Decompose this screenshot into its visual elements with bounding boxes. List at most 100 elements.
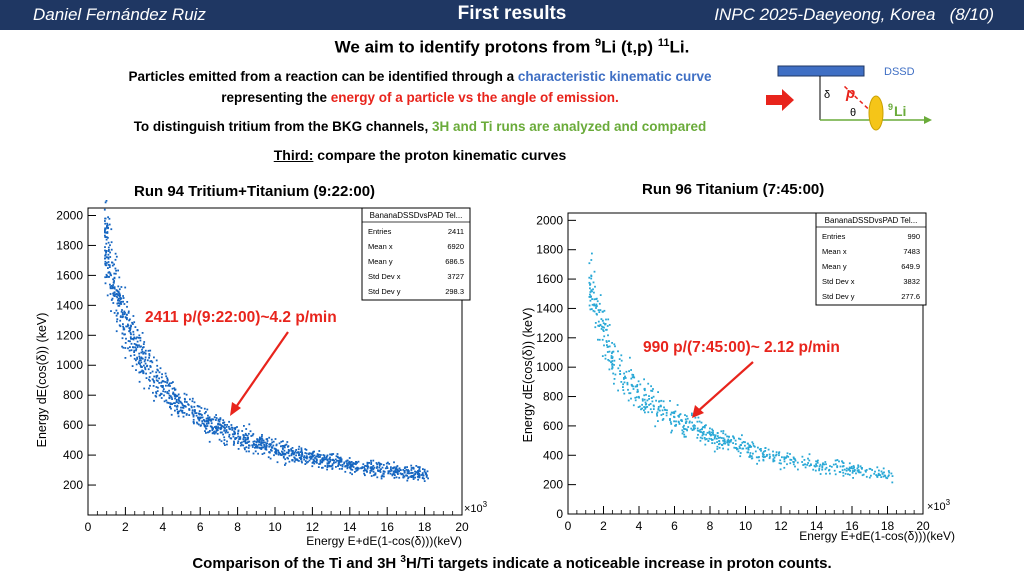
scatter-point <box>613 378 616 380</box>
scatter-point <box>126 325 129 328</box>
scatter-point <box>422 468 424 470</box>
scatter-point <box>372 468 375 471</box>
scatter-point <box>810 463 812 466</box>
scatter-point <box>118 276 121 279</box>
scatter-point <box>850 465 853 468</box>
y-tick-label: 2000 <box>536 213 563 227</box>
x-tick-label: 0 <box>85 520 92 534</box>
run94-title: Run 94 Tritium+Titanium (9:22:00) <box>134 183 376 200</box>
y-tick-label: 0 <box>556 507 563 521</box>
scatter-point <box>120 303 123 305</box>
scatter-point <box>155 371 158 374</box>
scatter-point <box>338 468 341 470</box>
scatter-point <box>270 438 273 441</box>
scatter-point <box>261 453 264 455</box>
scatter-point <box>688 420 691 423</box>
scatter-point <box>190 405 193 408</box>
scatter-point <box>317 456 320 458</box>
scatter-point <box>856 467 859 470</box>
scatter-point <box>591 290 593 293</box>
scatter-point <box>290 449 293 452</box>
scatter-point <box>355 467 358 470</box>
scatter-point <box>191 400 194 403</box>
scatter-point <box>611 360 614 362</box>
scatter-point <box>716 432 719 435</box>
scatter-point <box>399 469 402 471</box>
scatter-point <box>882 475 885 478</box>
scatter-point <box>828 469 830 472</box>
scatter-point <box>386 467 389 469</box>
scatter-point <box>707 440 710 442</box>
scatter-point <box>148 353 151 355</box>
scatter-point <box>106 222 109 225</box>
scatter-point <box>113 287 116 290</box>
scatter-point <box>722 447 724 450</box>
scatter-point <box>756 462 758 465</box>
scatter-point <box>313 460 315 462</box>
scatter-point <box>316 459 318 461</box>
scatter-point <box>723 438 726 441</box>
scatter-point <box>665 414 668 417</box>
scatter-point <box>219 428 222 431</box>
scatter-point <box>411 474 413 477</box>
scatter-point <box>119 297 122 299</box>
scatter-point <box>222 422 224 424</box>
scatter-point <box>182 406 184 409</box>
scatter-point <box>881 472 884 475</box>
scatter-point <box>142 346 145 348</box>
scatter-point <box>225 430 228 433</box>
scatter-point <box>128 349 131 352</box>
scatter-point <box>600 318 603 320</box>
scatter-point <box>109 244 111 247</box>
scatter-point <box>404 466 407 469</box>
scatter-point <box>331 453 333 456</box>
scatter-point <box>852 477 854 479</box>
scatter-point <box>273 454 275 457</box>
scatter-point <box>370 469 373 472</box>
scatter-point <box>167 392 170 395</box>
scatter-point <box>140 370 143 373</box>
scatter-point <box>129 331 132 334</box>
intro-line-1: Particles emitted from a reaction can be… <box>80 69 760 84</box>
scatter-point <box>179 396 181 399</box>
scatter-point <box>883 471 885 474</box>
scatter-point <box>730 439 733 441</box>
scatter-point <box>335 466 337 468</box>
scatter-point <box>694 416 697 419</box>
scatter-point <box>161 386 164 388</box>
stats-label: Std Dev y <box>822 292 855 301</box>
scatter-point <box>648 398 650 400</box>
scatter-point <box>855 472 857 475</box>
scatter-point <box>834 459 837 462</box>
scatter-point <box>247 447 250 449</box>
scatter-point <box>417 466 419 468</box>
scatter-point <box>853 466 855 469</box>
scatter-point <box>411 472 414 474</box>
scatter-point <box>270 449 272 451</box>
scatter-point <box>605 318 607 321</box>
scatter-point <box>655 399 657 402</box>
scatter-point <box>636 391 639 393</box>
scatter-point <box>104 234 106 237</box>
y-tick-label: 600 <box>543 419 563 433</box>
scatter-point <box>127 312 130 314</box>
scatter-point <box>767 448 770 451</box>
scatter-point <box>179 400 182 403</box>
scatter-point <box>748 444 751 447</box>
scatter-point <box>133 357 136 360</box>
scatter-point <box>598 338 601 341</box>
scatter-point <box>761 452 764 455</box>
scatter-point <box>301 455 303 457</box>
scatter-point <box>106 232 109 234</box>
scatter-point <box>228 435 230 438</box>
scatter-point <box>622 389 625 391</box>
scatter-point <box>683 427 685 430</box>
scatter-point <box>105 242 108 245</box>
scatter-point <box>613 343 616 346</box>
scatter-point <box>354 471 356 473</box>
scatter-point <box>203 423 206 426</box>
scatter-point <box>356 469 359 471</box>
scatter-point <box>425 476 428 478</box>
scatter-point <box>336 459 338 462</box>
scatter-point <box>142 372 145 374</box>
